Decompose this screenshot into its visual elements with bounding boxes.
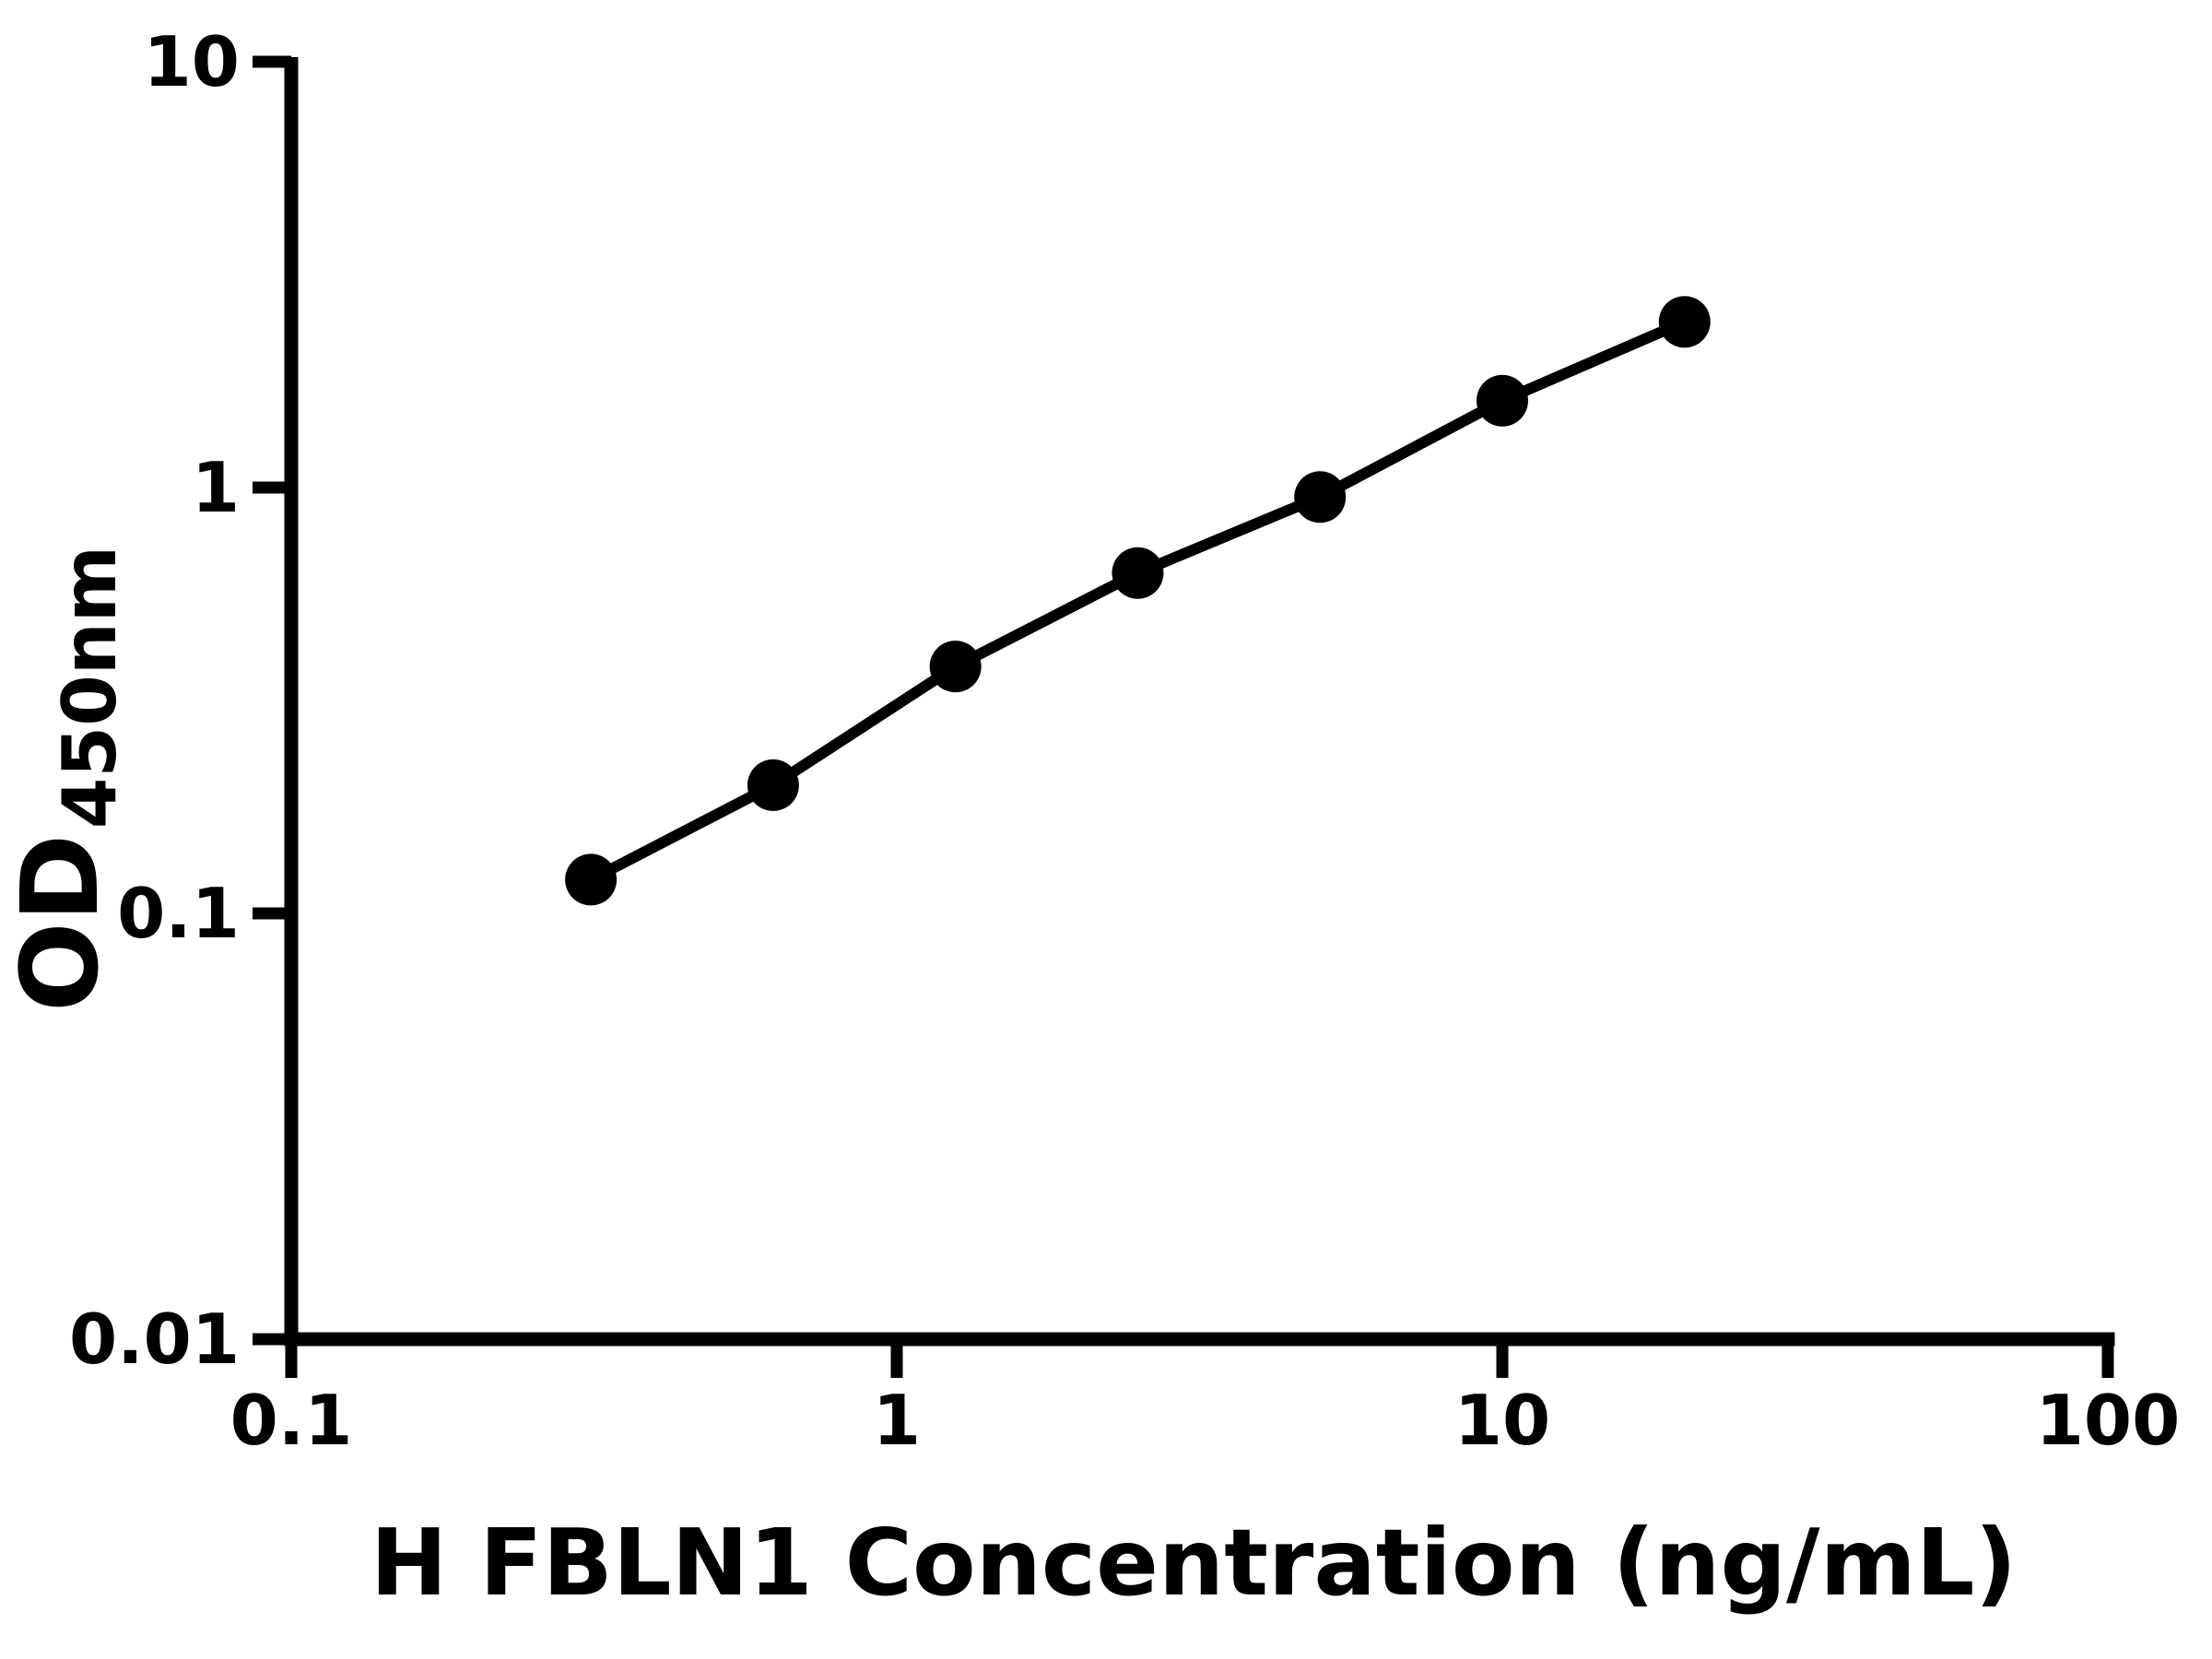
x-tick-label: 10 [1454, 1380, 1550, 1461]
data-point-marker [1658, 296, 1711, 348]
y-axis-title: OD 450nm [0, 546, 133, 1012]
x-axis-title: H FBLN1 Concentration (ng/mL) [371, 1509, 2017, 1617]
data-point-marker [1477, 374, 1528, 427]
y-tick-label: 10 [144, 21, 240, 102]
x-tick-label: 1 [873, 1380, 921, 1461]
data-point-marker [747, 759, 799, 811]
data-point-marker [929, 641, 982, 693]
y-axis-title-subscript: 450nm [47, 546, 133, 829]
data-point-marker [1294, 471, 1347, 524]
x-tick-label: 0.1 [230, 1380, 353, 1461]
y-tick-label: 0.1 [117, 873, 240, 954]
data-point-marker [565, 853, 618, 906]
axes-spines [284, 57, 2115, 1347]
y-axis-title-main: OD [0, 834, 123, 1012]
x-tick-labels: 0.1 1 10 100 [230, 1380, 2181, 1461]
data-points [565, 296, 1711, 906]
x-tick-label: 100 [2036, 1380, 2181, 1461]
tick-marks [253, 55, 2114, 1378]
y-tick-label: 1 [192, 447, 240, 528]
data-point-marker [1112, 547, 1164, 599]
y-tick-label: 0.01 [69, 1299, 240, 1380]
y-tick-labels: 10 1 0.1 0.01 [69, 21, 240, 1380]
